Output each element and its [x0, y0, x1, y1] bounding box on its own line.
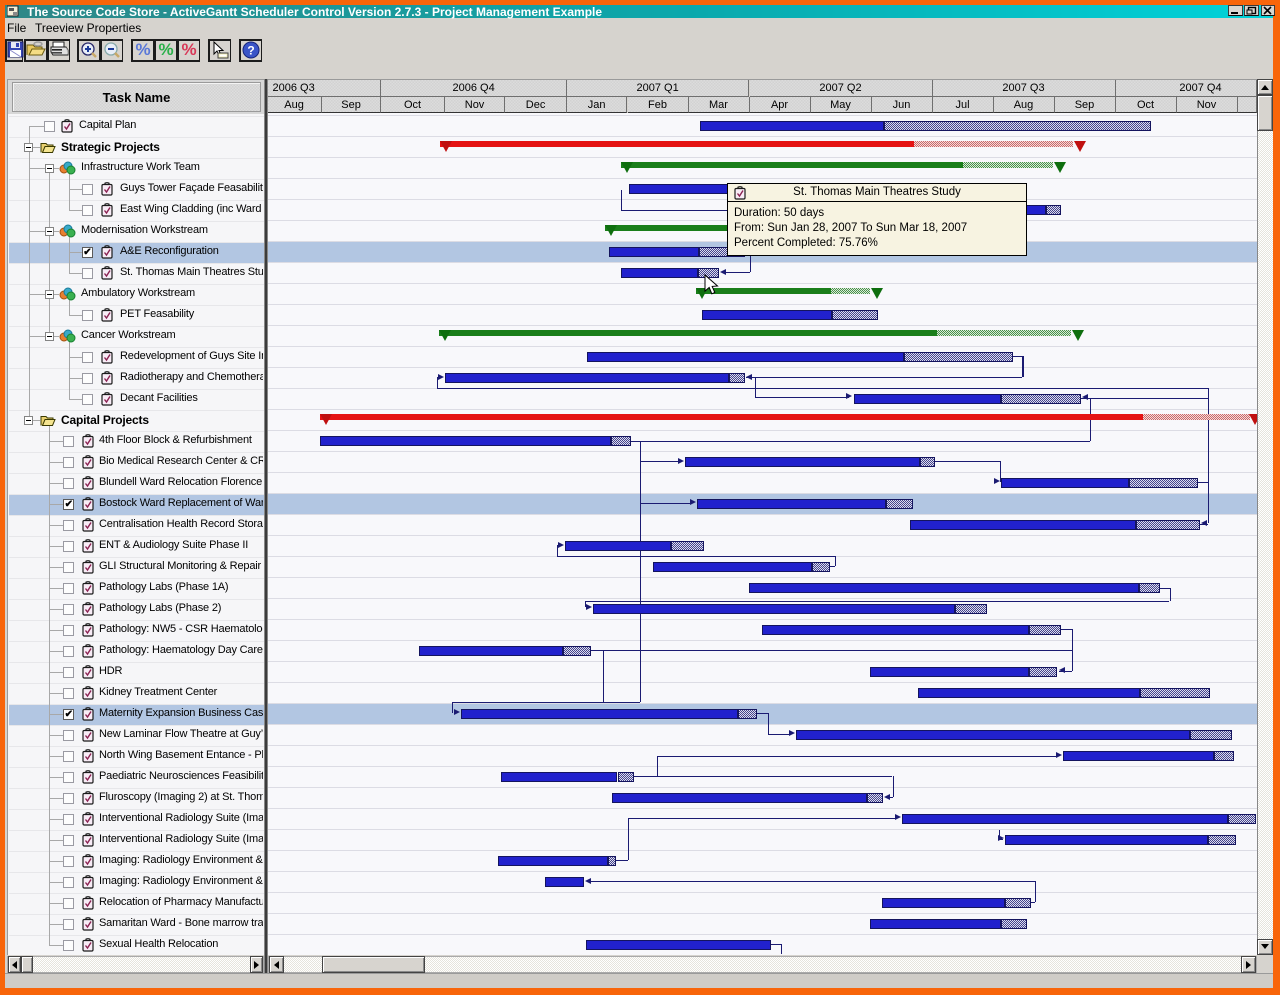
svg-text:?: ? — [247, 44, 254, 58]
